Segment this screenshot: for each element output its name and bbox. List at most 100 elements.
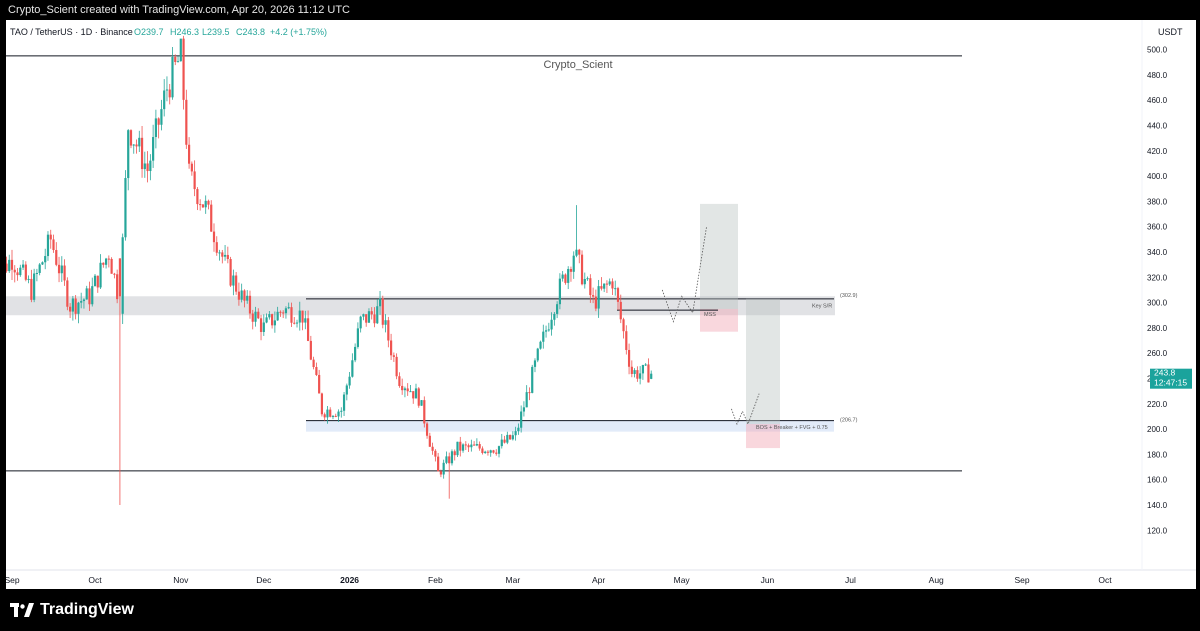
candle-body — [259, 318, 263, 332]
candle — [135, 139, 138, 154]
candle-body — [60, 265, 63, 274]
candle-body — [569, 268, 573, 272]
candle — [187, 137, 191, 169]
candle-body — [367, 311, 371, 323]
candle-body — [201, 204, 205, 208]
candle — [185, 89, 188, 149]
candle — [561, 271, 564, 282]
candle-body — [556, 304, 559, 314]
candle-body — [110, 258, 113, 274]
candle — [459, 436, 462, 457]
candle-body — [627, 349, 631, 367]
candle — [107, 255, 110, 268]
candle — [218, 249, 221, 261]
candle — [475, 438, 478, 447]
candle — [525, 385, 528, 408]
candle-body — [218, 252, 221, 254]
candle-body — [650, 373, 653, 379]
candle — [207, 199, 210, 210]
candlestick-chart[interactable]: Crypto_Scient TAO / TetherUS · 1D · Bina… — [6, 20, 1196, 589]
candle-body — [293, 322, 296, 324]
candle-body — [69, 306, 72, 312]
candle — [486, 450, 490, 456]
candle-body — [118, 258, 122, 297]
candle — [118, 258, 122, 506]
candle-body — [539, 341, 542, 349]
candle — [575, 205, 578, 258]
candle-body — [41, 262, 44, 265]
candle-body — [348, 376, 351, 386]
chart-area[interactable]: Crypto_Scient TAO / TetherUS · 1D · Bina… — [6, 20, 1196, 589]
candle-body — [329, 409, 332, 417]
candle — [470, 439, 473, 452]
candle-body — [412, 391, 415, 399]
candle — [71, 295, 74, 321]
candle-body — [434, 450, 437, 457]
candle — [492, 449, 495, 454]
candle-body — [33, 273, 36, 300]
price-tick-label: 280.0 — [1147, 324, 1168, 333]
time-tick-label: Mar — [506, 575, 521, 585]
price-badge-bg — [1150, 368, 1192, 389]
candle — [384, 314, 387, 333]
projection-stop-box-2 — [746, 424, 780, 449]
candle — [110, 257, 113, 274]
candle — [38, 263, 41, 276]
time-tick-label: 2026 — [340, 575, 359, 585]
candle-body — [511, 435, 514, 440]
candle-body — [450, 451, 454, 464]
watermark-label: Crypto_Scient — [543, 59, 612, 71]
candle — [467, 443, 470, 452]
tradingview-logo-icon — [10, 603, 34, 617]
candle-body — [124, 178, 127, 238]
candle — [168, 83, 171, 105]
candle — [196, 187, 199, 211]
candle-body — [553, 313, 556, 320]
candle — [262, 314, 265, 336]
time-tick-label: Oct — [1098, 575, 1112, 585]
candle-body — [248, 295, 252, 314]
candle-body — [271, 314, 274, 326]
candle — [52, 234, 55, 253]
candle-body — [376, 306, 379, 324]
candle-body — [63, 265, 66, 281]
candle — [46, 231, 50, 261]
legend-change: +4.2 (+1.75%) — [270, 27, 327, 37]
candle-body — [619, 301, 622, 320]
candle-body — [591, 295, 595, 297]
candle-body — [6, 263, 8, 272]
candle — [63, 259, 66, 286]
candle-body — [492, 450, 495, 453]
candle — [434, 449, 437, 462]
candle — [306, 310, 310, 342]
candle-body — [603, 283, 606, 289]
candle-body — [246, 295, 249, 301]
candle — [556, 301, 559, 319]
candle — [246, 290, 249, 304]
time-tick-label: Sep — [1014, 575, 1029, 585]
candle-body — [575, 249, 578, 256]
candle-body — [644, 364, 647, 366]
candle-body — [428, 435, 431, 447]
candle-body — [326, 409, 329, 418]
candle — [57, 256, 61, 283]
candle — [276, 306, 279, 321]
key-sr-label: Key S/R — [812, 303, 832, 309]
candle — [392, 352, 395, 362]
candle — [367, 308, 371, 323]
candle — [248, 290, 252, 319]
candle-body — [121, 237, 124, 314]
candle — [157, 117, 160, 139]
candle — [600, 277, 603, 291]
candle — [146, 151, 149, 183]
candle — [500, 433, 503, 449]
candle-body — [420, 400, 423, 406]
level-206-label: (206.7) — [840, 418, 858, 424]
tradingview-logo[interactable]: TradingView — [10, 600, 134, 620]
candle-body — [514, 431, 517, 436]
candle — [644, 363, 647, 366]
legend-close: C243.8 — [236, 27, 265, 37]
candle-body — [536, 348, 539, 361]
candle-layer — [6, 35, 653, 506]
